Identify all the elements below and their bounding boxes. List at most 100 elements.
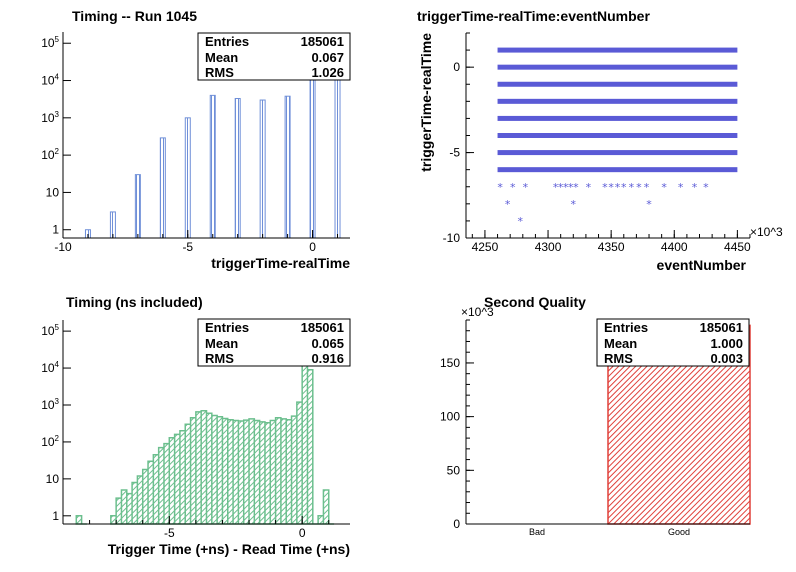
y-tick-label: 50 xyxy=(447,463,461,477)
x-tick-label: 0 xyxy=(309,240,316,254)
data-point: * xyxy=(608,181,614,194)
data-band xyxy=(497,167,738,173)
data-point: * xyxy=(644,181,650,194)
trigger-scatter-panel: triggerTime-realTime:eventNumber * * * * * * *… xyxy=(417,8,783,273)
histogram-bar xyxy=(259,99,266,239)
stats-mean-value: 0.065 xyxy=(311,336,344,351)
stats-entries-value: 185061 xyxy=(301,34,344,49)
data-point: * xyxy=(568,181,574,194)
data-point: * xyxy=(661,181,667,194)
x-tick-label: 4250 xyxy=(472,240,499,254)
y-tick-label: 103 xyxy=(41,397,59,412)
data-band xyxy=(497,150,738,156)
x-tick-label: 4350 xyxy=(598,240,625,254)
stats-entries-label: Entries xyxy=(205,320,249,335)
x-tick-label: -5 xyxy=(164,526,175,540)
x-tick-label: 0 xyxy=(299,526,306,540)
y-tick-label: 102 xyxy=(41,147,59,162)
data-band xyxy=(497,81,738,87)
chart-title: triggerTime-realTime:eventNumber xyxy=(417,8,650,24)
x-category-label: Good xyxy=(668,527,690,537)
y-axis-label: triggerTime-realTime xyxy=(418,33,434,172)
histogram-bar xyxy=(134,174,141,239)
y-tick-label: 0 xyxy=(453,60,460,74)
x-category-label: Bad xyxy=(529,527,545,537)
data-band xyxy=(497,98,738,104)
data-point: * xyxy=(692,181,698,194)
data-point: * xyxy=(523,181,529,194)
stats-mean-label: Mean xyxy=(205,336,238,351)
y-tick-label: 104 xyxy=(41,73,59,88)
chart-title: Timing -- Run 1045 xyxy=(72,8,197,24)
y-tick-label: 102 xyxy=(41,434,59,449)
y-tick-label: 150 xyxy=(440,356,460,370)
y-tick-label: -10 xyxy=(443,231,461,245)
data-band xyxy=(497,64,738,70)
stats-rms-label: RMS xyxy=(205,351,234,366)
x-multiplier: ×10^3 xyxy=(750,225,783,239)
data-band xyxy=(497,115,738,121)
data-point: * xyxy=(571,198,577,211)
stats-rms-value: 0.916 xyxy=(311,351,344,366)
timing-ns-area xyxy=(75,360,335,525)
stats-entries-value: 185061 xyxy=(301,320,344,335)
data-point: * xyxy=(586,181,592,194)
x-tick-label: -10 xyxy=(54,240,72,254)
data-point: * xyxy=(558,181,564,194)
data-point: * xyxy=(573,181,579,194)
histogram-bar xyxy=(234,97,241,239)
data-point: * xyxy=(553,181,559,194)
histogram-bar xyxy=(159,137,166,239)
data-point: * xyxy=(621,181,627,194)
data-point: * xyxy=(646,198,652,211)
data-point: * xyxy=(510,181,516,194)
stats-rms-label: RMS xyxy=(604,351,633,366)
histogram-bar xyxy=(184,117,191,239)
y-tick-label: 0 xyxy=(453,517,460,531)
data-band xyxy=(497,47,738,53)
stats-rms-value: 1.026 xyxy=(311,65,344,80)
x-axis-label: triggerTime-realTime xyxy=(211,255,350,271)
stats-rms-label: RMS xyxy=(205,65,234,80)
y-tick-label: 105 xyxy=(41,35,59,50)
y-tick-label: 1 xyxy=(52,223,59,237)
data-point: * xyxy=(602,181,608,194)
data-point: * xyxy=(518,215,524,228)
chart-title: Second Quality xyxy=(484,294,586,310)
y-multiplier: ×10^3 xyxy=(461,305,494,319)
scatter-points: * * * * * * * * * * * * * * * * * * * ** * ** xyxy=(497,47,738,228)
timing-bars xyxy=(84,41,341,239)
data-point: * xyxy=(615,181,621,194)
x-tick-label: 4300 xyxy=(535,240,562,254)
stats-mean-label: Mean xyxy=(205,50,238,65)
stats-mean-label: Mean xyxy=(604,336,637,351)
stats-rms-value: 0.003 xyxy=(710,351,743,366)
timing-ns-panel: Timing (ns included) -5 0110102103104105 … xyxy=(41,294,351,557)
histogram-bar xyxy=(284,95,291,239)
stats-entries-value: 185061 xyxy=(700,320,743,335)
data-point: * xyxy=(563,181,569,194)
data-point: * xyxy=(629,181,635,194)
timing-run-panel: Timing -- Run 1045 -10 -5 0 1 10 102 103 104 105… xyxy=(41,8,351,271)
stats-box: Entries 185061 Mean 0.067 RMS 1.026 xyxy=(197,32,351,81)
y-tick-label: 105 xyxy=(41,323,59,338)
data-point: * xyxy=(497,181,503,194)
chart-title: Timing (ns included) xyxy=(66,294,203,310)
timing-axes: -10 -5 0 1 10 102 103 104 105 xyxy=(41,32,350,254)
y-tick-label: 10 xyxy=(46,472,60,486)
y-tick-label: 103 xyxy=(41,110,59,125)
stats-box: Entries 185061 Mean 1.000 RMS 0.003 xyxy=(596,318,750,367)
x-axis-label: eventNumber xyxy=(657,257,747,273)
stats-entries-label: Entries xyxy=(604,320,648,335)
x-tick-label: 4450 xyxy=(724,240,751,254)
y-tick-label: -5 xyxy=(449,146,460,160)
y-tick-label: 100 xyxy=(440,410,460,424)
histogram-bar xyxy=(209,94,216,239)
data-point: * xyxy=(703,181,709,194)
data-point: * xyxy=(678,181,684,194)
x-axis-label: Trigger Time (+ns) - Read Time (+ns) xyxy=(108,541,350,557)
scatter-axes: 4250 4300 4350 4400 4450 -10 -5 0 xyxy=(443,32,751,254)
data-band xyxy=(497,133,738,138)
second-quality-panel: Second Quality Bad Good 0 50 100 150 ×10^3 E… xyxy=(440,294,751,537)
